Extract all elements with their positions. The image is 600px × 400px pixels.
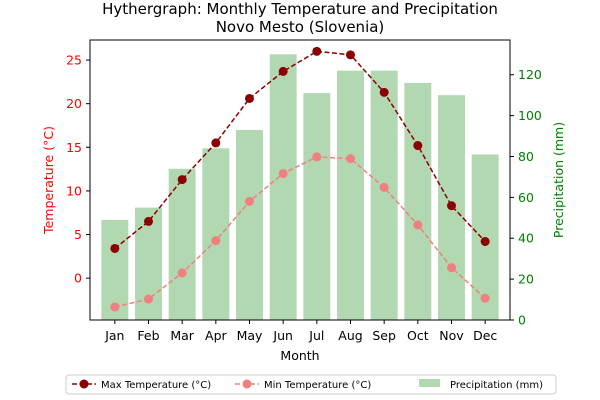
x-tick-label: Nov [439,328,464,343]
x-tick-label: Jan [104,328,124,343]
x-tick-label: Sep [372,328,396,343]
max-temp-point-oct [413,141,423,151]
max-temp-point-feb [144,216,153,226]
x-axis-ticks: Jan Feb Mar Apr May Jun Jul Aug Sep Oct Nov Dec [104,320,497,343]
left-tick-label: 15 [66,140,82,155]
left-axis-label: Temperature (°C) [41,126,56,235]
x-tick-label: Jul [308,328,324,343]
right-tick-label: 20 [518,272,534,287]
max-temp-line [114,50,486,250]
right-tick-label: 0 [518,313,526,328]
min-temp-point-jan [110,302,120,312]
precip-bar-oct [404,82,432,320]
x-tick-label: May [237,328,263,343]
min-temp-point-apr [211,236,221,246]
max-temp-point-jun [278,66,288,76]
min-temp-point-mar [177,268,187,278]
min-temp-point-nov [447,263,456,273]
min-temp-point-may [245,196,254,206]
max-temp-point-mar [177,175,187,185]
min-temp-point-jun [278,168,288,178]
right-tick-label: 80 [518,149,534,164]
left-tick-label: 20 [66,96,82,111]
min-temp-point-feb [144,294,153,304]
precipitation-bars [101,54,499,320]
precip-bar-aug [337,70,364,320]
right-tick-label: 100 [518,108,542,123]
legend-precip-swatch [419,379,440,387]
max-temp-point-jan [110,243,120,253]
legend-max-marker [79,379,89,389]
min-temp-point-sep [379,182,389,192]
plot-frame [89,39,511,321]
precip-bar-sep [370,70,398,320]
legend-min-marker [242,379,252,389]
left-tick-label: 0 [74,271,82,286]
x-tick-label: Jun [272,328,293,343]
min-temp-point-oct [413,220,423,230]
precip-bar-jul [303,93,331,320]
right-axis-label: Precipitation (mm) [551,122,566,238]
legend-precip-label: Precipitation (mm) [450,380,543,391]
right-axis-ticks: 0 20 40 60 80 100 120 [510,67,542,328]
max-temp-point-may [245,93,254,103]
x-tick-label: Mar [170,328,194,343]
temperature-lines [110,46,490,312]
left-tick-label: 5 [74,227,82,242]
x-tick-label: Apr [205,328,227,343]
x-tick-label: Aug [338,328,362,343]
chart-title: Hythergraph: Monthly Temperature and Pre… [102,0,498,18]
max-temp-point-jul [312,46,322,56]
x-tick-label: Feb [137,328,159,343]
max-temp-point-aug [346,50,355,60]
left-tick-label: 10 [66,183,82,198]
min-temp-point-dec [480,293,490,303]
precip-bar-mar [168,168,196,320]
min-temp-line [114,156,486,308]
left-tick-label: 25 [66,53,82,68]
right-tick-label: 120 [518,67,542,82]
min-temp-point-aug [346,154,355,164]
min-temp-point-jul [312,152,322,162]
x-tick-label: Oct [407,328,429,343]
legend-min-label: Min Temperature (°C) [264,380,371,391]
left-axis-ticks: 0 5 10 15 20 25 [66,53,90,286]
x-axis-label: Month [280,348,319,363]
precip-bar-jun [269,54,297,320]
max-temp-point-sep [379,87,389,97]
max-temp-point-dec [480,236,490,246]
legend: Max Temperature (°C) Min Temperature (°C… [65,374,557,395]
right-tick-label: 60 [518,190,534,205]
precip-bar-apr [202,148,230,320]
chart-subtitle: Novo Mesto (Slovenia) [216,18,385,36]
right-tick-label: 40 [518,231,534,246]
legend-max-label: Max Temperature (°C) [101,380,211,391]
x-tick-label: Dec [473,328,497,343]
precip-bar-may [236,129,263,320]
max-temp-point-nov [447,201,456,211]
max-temp-point-apr [211,138,221,148]
